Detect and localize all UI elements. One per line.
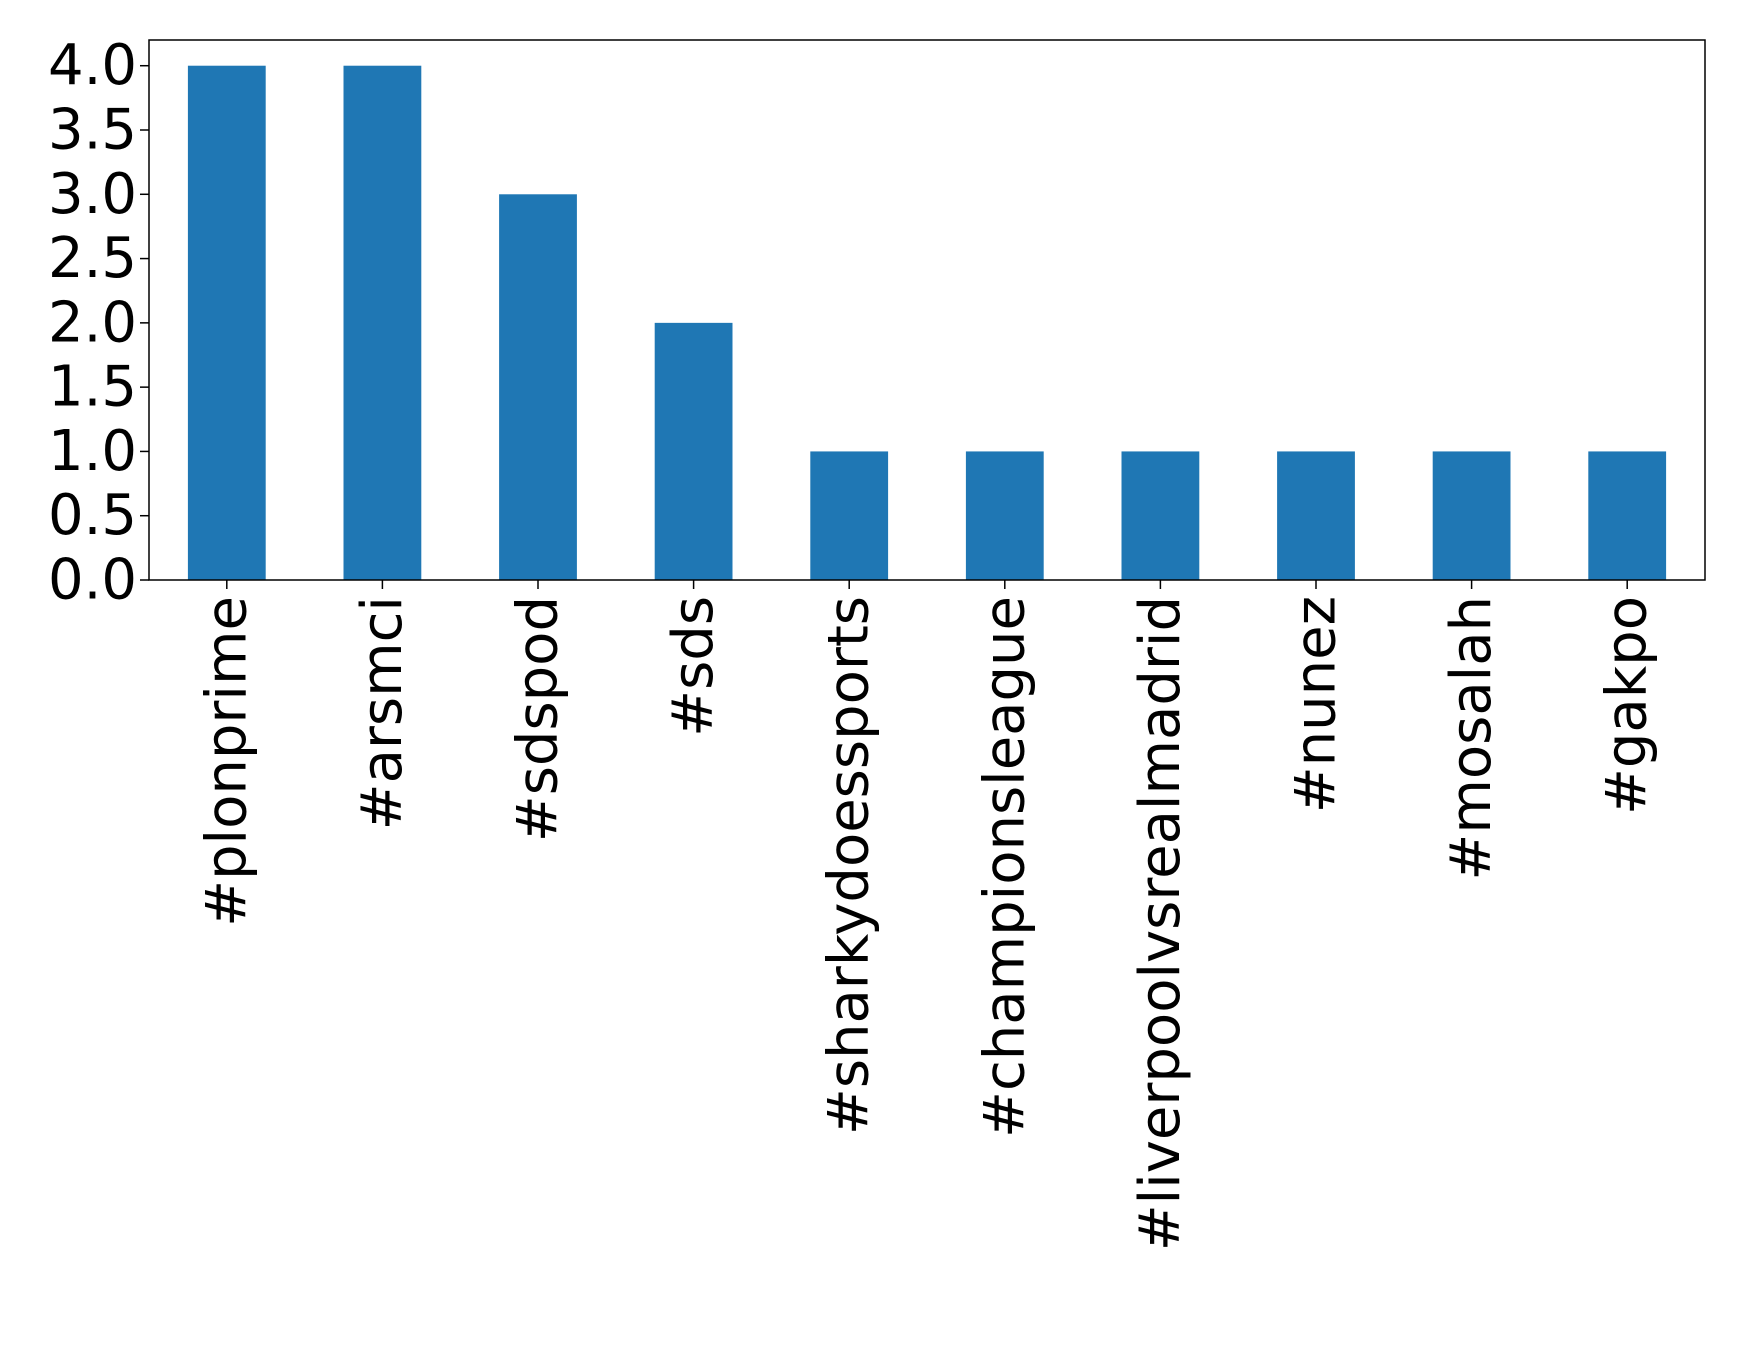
bar [810, 451, 889, 580]
bar [499, 194, 577, 581]
x-tick-label: #liverpoolvsrealmadrid [1128, 596, 1193, 1251]
x-tick-label: #arsmci [350, 596, 415, 830]
bar [343, 65, 422, 580]
y-tick-label: 1.0 [48, 419, 137, 484]
y-tick-label: 3.0 [48, 162, 137, 227]
y-tick-label: 2.5 [48, 226, 137, 291]
bar [965, 451, 1044, 580]
bar [1588, 451, 1667, 580]
bar [654, 322, 733, 580]
x-tick-label: #sdspod [506, 596, 571, 842]
x-tick-label: #mosalah [1439, 596, 1504, 881]
bars-group [187, 65, 1667, 581]
y-tick-label: 4.0 [48, 33, 137, 98]
y-tick-label: 0.5 [48, 483, 137, 548]
x-tick-label: #gakpo [1595, 596, 1660, 815]
y-axis: 0.00.51.01.52.02.53.03.54.0 [48, 33, 149, 613]
y-tick-label: 0.0 [48, 548, 137, 613]
bar [1121, 451, 1200, 580]
x-tick-label: #plonprime [194, 596, 259, 927]
bar [1432, 451, 1511, 580]
x-tick-label: #championsleague [972, 596, 1037, 1138]
plot-frame [148, 39, 1706, 581]
y-tick-label: 3.5 [48, 98, 137, 163]
x-tick-label: #sharkydoessports [817, 596, 882, 1135]
x-tick-label: #sds [661, 596, 726, 737]
y-tick-label: 2.0 [48, 290, 137, 355]
x-tick-label: #nunez [1284, 596, 1349, 813]
bar [187, 65, 266, 580]
bar [1277, 451, 1355, 580]
x-axis: #plonprime #arsmci #sdspod #sds #sharkydoess… [194, 580, 1660, 1251]
y-tick-label: 1.5 [48, 355, 137, 420]
